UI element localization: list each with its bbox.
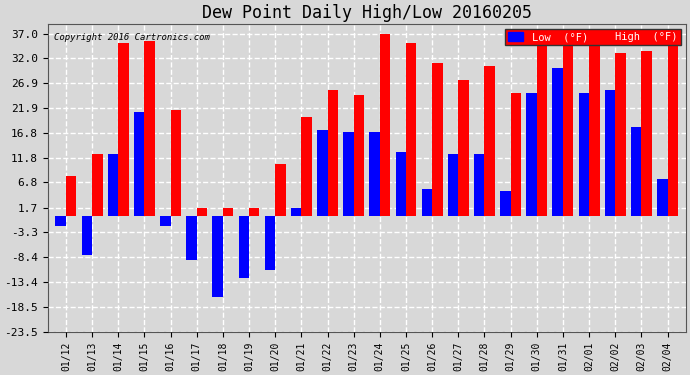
Bar bbox=[118, 44, 129, 216]
Bar bbox=[458, 80, 469, 216]
Bar bbox=[500, 191, 511, 216]
Bar bbox=[422, 189, 432, 216]
Bar bbox=[642, 51, 652, 216]
Bar bbox=[66, 177, 77, 216]
Bar bbox=[92, 154, 103, 216]
Bar bbox=[615, 53, 626, 216]
Bar bbox=[511, 93, 521, 216]
Bar bbox=[631, 127, 642, 216]
Bar bbox=[537, 31, 547, 216]
Text: Copyright 2016 Cartronics.com: Copyright 2016 Cartronics.com bbox=[54, 33, 210, 42]
Bar bbox=[328, 90, 338, 216]
Bar bbox=[160, 216, 170, 226]
Bar bbox=[553, 68, 563, 216]
Bar bbox=[589, 31, 600, 216]
Title: Dew Point Daily High/Low 20160205: Dew Point Daily High/Low 20160205 bbox=[201, 4, 532, 22]
Bar bbox=[432, 63, 442, 216]
Bar bbox=[144, 41, 155, 216]
Bar bbox=[291, 207, 302, 216]
Bar bbox=[239, 216, 249, 278]
Bar bbox=[275, 164, 286, 216]
Bar bbox=[134, 112, 144, 216]
Bar bbox=[563, 31, 573, 216]
Bar bbox=[55, 216, 66, 226]
Bar bbox=[343, 132, 354, 216]
Bar bbox=[108, 154, 118, 216]
Bar bbox=[197, 207, 207, 216]
Bar bbox=[302, 117, 312, 216]
Bar bbox=[81, 216, 92, 255]
Bar bbox=[579, 93, 589, 216]
Bar bbox=[170, 110, 181, 216]
Bar bbox=[657, 179, 667, 216]
Bar bbox=[448, 154, 458, 216]
Bar bbox=[223, 207, 233, 216]
Bar bbox=[395, 152, 406, 216]
Bar bbox=[213, 216, 223, 297]
Bar bbox=[484, 66, 495, 216]
Bar bbox=[526, 93, 537, 216]
Bar bbox=[667, 34, 678, 216]
Bar bbox=[406, 44, 417, 216]
Bar bbox=[265, 216, 275, 270]
Bar bbox=[249, 207, 259, 216]
Bar bbox=[369, 132, 380, 216]
Bar bbox=[186, 216, 197, 260]
Bar bbox=[380, 34, 391, 216]
Bar bbox=[474, 154, 484, 216]
Legend: Low  (°F), High  (°F): Low (°F), High (°F) bbox=[504, 29, 680, 45]
Bar bbox=[317, 130, 328, 216]
Bar bbox=[604, 90, 615, 216]
Bar bbox=[354, 95, 364, 216]
